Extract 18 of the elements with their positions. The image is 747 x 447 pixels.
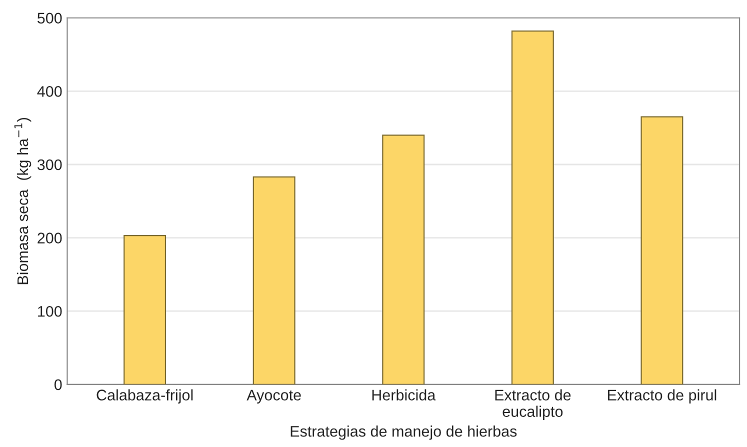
y-tick-label: 300 — [37, 159, 62, 170]
x-axis-title: Estrategias de manejo de hierbas — [290, 426, 517, 440]
x-tick-label: Extracto de eucalipto — [495, 389, 571, 420]
x-tick-label: Extracto de pirul — [608, 389, 716, 404]
y-tick-label: 100 — [38, 306, 62, 317]
y-tick-label: 200 — [38, 232, 62, 244]
y-tick-label: 500 — [37, 12, 62, 24]
y-tick-label: 0 — [54, 379, 62, 390]
y-axis-title: Biomasa seca (kg ha$^{−1}$) — [14, 118, 32, 284]
x-tick-label: Ayocote — [246, 390, 301, 404]
bar — [252, 176, 296, 384]
bar — [124, 235, 166, 384]
x-tick-label: Calabaza-frijol — [96, 389, 193, 404]
x-tick-label: Herbicida — [372, 389, 436, 401]
bar — [382, 134, 425, 384]
bar — [511, 30, 554, 384]
bar — [640, 116, 684, 384]
y-tick-label: 400 — [37, 86, 62, 97]
